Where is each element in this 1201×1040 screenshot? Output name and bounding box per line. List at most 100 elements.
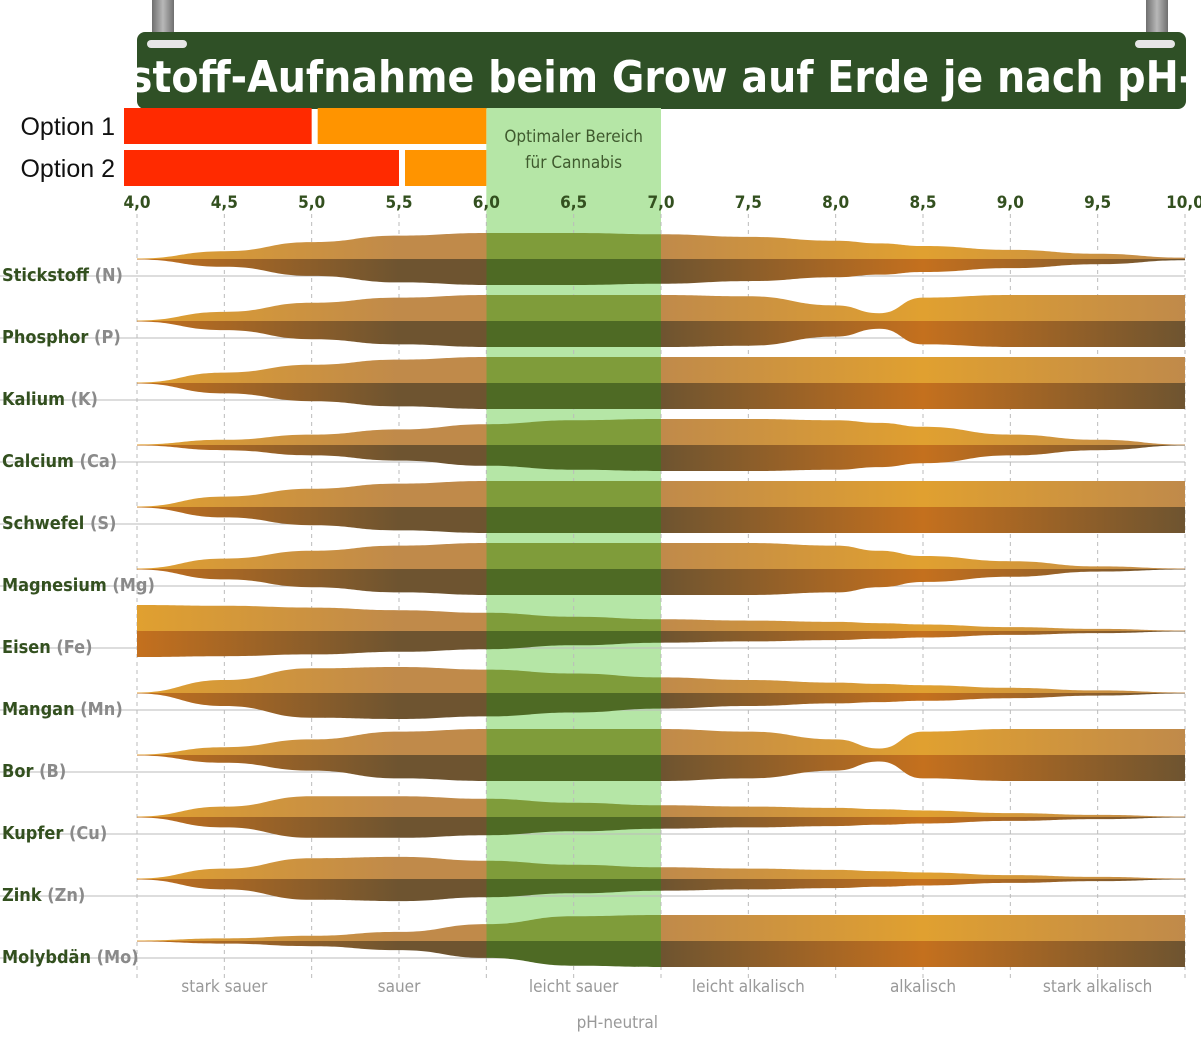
band-lower-half (137, 879, 1185, 902)
nutrient-symbol: (Mg) (112, 575, 155, 596)
option-row-1: Option 1 (20, 108, 487, 144)
x-tick-label: 4,0 (123, 193, 150, 213)
zone-label: sauer (378, 977, 421, 997)
nutrient-name: Bor (2, 761, 39, 782)
band-lower-half (137, 631, 1185, 657)
option-segment (124, 150, 399, 186)
nutrient-symbol: (N) (95, 265, 123, 286)
nutrient-symbol: (P) (94, 327, 121, 348)
nutrient-label: Bor (B) (2, 761, 66, 782)
band-upper-half (137, 796, 1185, 817)
band-mangan (137, 667, 1185, 719)
band-lower-half (137, 383, 1185, 409)
nutrient-symbol: (K) (71, 389, 98, 410)
nutrient-symbol: (Fe) (56, 637, 92, 658)
band-upper-half (137, 233, 1185, 259)
band-lower-half (137, 321, 1185, 347)
x-tick-label: 5,5 (385, 193, 412, 213)
x-tick-label: 4,5 (211, 193, 238, 213)
nutrient-symbol: (Cu) (69, 823, 107, 844)
nutrient-label: Kupfer (Cu) (2, 823, 107, 844)
band-lower-half (137, 569, 1185, 595)
x-axis-label: pH-neutral (577, 1013, 658, 1033)
nutrient-label: Phosphor (P) (2, 327, 121, 348)
band-upper-half (137, 419, 1185, 445)
x-tick-label: 6,5 (560, 193, 587, 213)
nutrient-name: Eisen (2, 637, 56, 658)
band-lower-half (137, 941, 1185, 967)
band-lower-half (137, 507, 1185, 533)
option-label: Option 2 (20, 155, 115, 183)
band-lower-half (137, 259, 1185, 285)
option-segment (124, 108, 312, 144)
nutrient-label: Kalium (K) (2, 389, 98, 410)
band-upper-half (137, 481, 1185, 507)
nutrient-name: Magnesium (2, 575, 112, 596)
band-lower-half (137, 755, 1185, 781)
nutrient-symbol: (S) (90, 513, 116, 534)
zone-label: stark alkalisch (1043, 977, 1152, 997)
nutrient-label: Stickstoff (N) (2, 265, 123, 286)
band-upper-half (137, 357, 1185, 383)
band-magnesium (137, 543, 1185, 595)
band-eisen (137, 605, 1185, 657)
nutrient-symbol: (B) (39, 761, 66, 782)
right-hanger-clip-icon (1135, 40, 1175, 48)
nutrient-label: Schwefel (S) (2, 513, 116, 534)
optimal-range-label-line2: für Cannabis (525, 153, 622, 173)
x-tick-label: 10,0 (1166, 193, 1201, 213)
x-tick-label: 7,5 (735, 193, 762, 213)
nutrient-name: Schwefel (2, 513, 90, 534)
option-segment (405, 150, 487, 186)
nutrient-label: Molybdän (Mo) (2, 947, 139, 968)
band-lower-half (137, 817, 1185, 838)
nutrient-label: Zink (Zn) (2, 885, 85, 906)
nutrient-symbol: (Mn) (80, 699, 122, 720)
band-lower-half (137, 445, 1185, 471)
band-upper-half (137, 856, 1185, 879)
band-kalium (137, 357, 1185, 409)
zone-label: stark sauer (181, 977, 268, 997)
x-tick-label: 9,5 (1084, 193, 1111, 213)
zone-label: leicht alkalisch (692, 977, 805, 997)
band-stickstoff (137, 233, 1185, 285)
band-molybdän (137, 915, 1185, 967)
option-segment (317, 108, 487, 144)
option-label: Option 1 (20, 113, 115, 141)
nutrient-label: Eisen (Fe) (2, 637, 93, 658)
band-upper-half (137, 729, 1185, 755)
nutrient-name: Mangan (2, 699, 80, 720)
nutrient-label: Mangan (Mn) (2, 699, 123, 720)
x-tick-label: 7,0 (647, 193, 674, 213)
option-row-2: Option 2 (20, 150, 487, 186)
optimal-range-label-line1: Optimaler Bereich (504, 127, 643, 147)
x-tick-label: 8,5 (909, 193, 936, 213)
band-kupfer (137, 796, 1185, 838)
band-calcium (137, 419, 1185, 471)
nutrient-symbol: (Ca) (80, 451, 118, 472)
band-upper-half (137, 667, 1185, 693)
x-tick-label: 8,0 (822, 193, 849, 213)
nutrient-name: Phosphor (2, 327, 94, 348)
nutrient-name: Kupfer (2, 823, 69, 844)
nutrient-name: Calcium (2, 451, 80, 472)
chart-title: Nährstoff-Aufnahme beim Grow auf Erde je… (21, 52, 1201, 103)
zone-label: alkalisch (890, 977, 956, 997)
band-phosphor (137, 295, 1185, 347)
band-upper-half (137, 605, 1185, 631)
nutrient-name: Zink (2, 885, 47, 906)
nutrient-symbol: (Zn) (47, 885, 85, 906)
band-upper-half (137, 295, 1185, 321)
nutrient-label: Magnesium (Mg) (2, 575, 155, 596)
x-tick-label: 6,0 (473, 193, 500, 213)
band-lower-half (137, 693, 1185, 719)
nutrient-name: Molybdän (2, 947, 97, 968)
nutrient-symbol: (Mo) (97, 947, 139, 968)
x-tick-label: 9,0 (997, 193, 1024, 213)
title-background (137, 32, 1186, 109)
title-sign: Nährstoff-Aufnahme beim Grow auf Erde je… (21, 0, 1201, 109)
x-tick-label: 5,0 (298, 193, 325, 213)
band-schwefel (137, 481, 1185, 533)
band-upper-half (137, 543, 1185, 569)
